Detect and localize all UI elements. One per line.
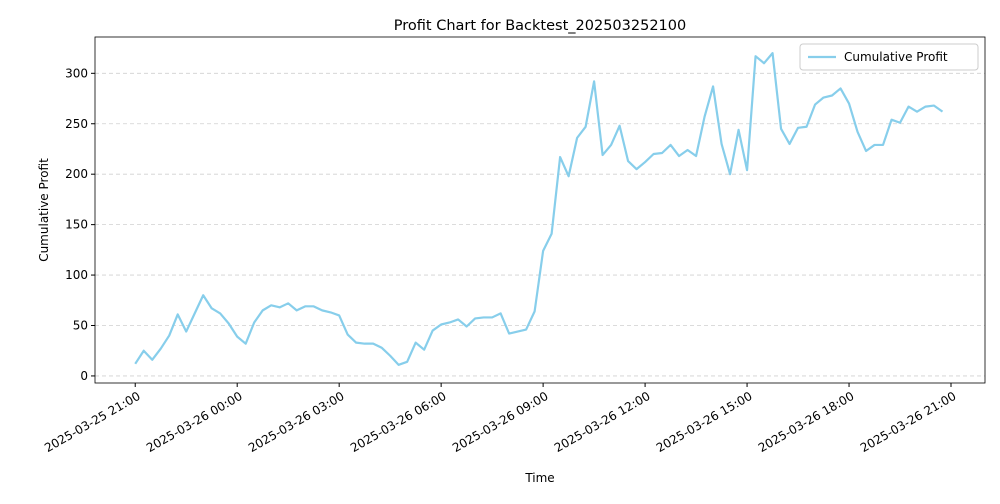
line bbox=[134, 52, 944, 366]
y-tick-label: 50 bbox=[73, 319, 88, 333]
legend-label: Cumulative Profit bbox=[844, 50, 948, 64]
y-tick-label: 0 bbox=[80, 369, 88, 383]
y-tick-label: 100 bbox=[65, 268, 88, 282]
y-tick-label: 300 bbox=[65, 66, 88, 80]
y-tick-label: 150 bbox=[65, 218, 88, 232]
y-axis-label: Cumulative Profit bbox=[37, 158, 51, 262]
chart-title: Profit Chart for Backtest_202503252100 bbox=[394, 18, 686, 34]
x-axis-label: Time bbox=[524, 471, 554, 485]
y-tick-label: 200 bbox=[65, 167, 88, 181]
legend bbox=[799, 43, 979, 71]
y-tick-label: 250 bbox=[65, 117, 88, 131]
plot-frame bbox=[94, 36, 986, 384]
